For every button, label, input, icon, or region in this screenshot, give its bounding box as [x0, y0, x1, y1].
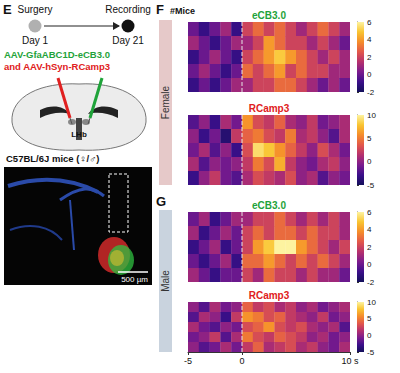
svg-text:4: 4 — [367, 225, 372, 234]
svg-text:-2: -2 — [367, 278, 375, 287]
svg-text:6: 6 — [367, 208, 372, 217]
svg-text:-5: -5 — [184, 356, 192, 366]
svg-text:0: 0 — [367, 260, 372, 269]
svg-text:4: 4 — [367, 35, 372, 44]
svg-text:RCamp3: RCamp3 — [249, 290, 290, 301]
svg-text:#Mice: #Mice — [170, 6, 195, 16]
svg-text:Male: Male — [160, 270, 171, 292]
svg-text:C57BL/6J mice (♀/♂): C57BL/6J mice (♀/♂) — [6, 153, 99, 164]
svg-text:0: 0 — [239, 356, 244, 366]
svg-text:-2: -2 — [367, 88, 375, 97]
svg-text:RCamp3: RCamp3 — [249, 103, 290, 114]
svg-text:and AAV-hSyn-RCamp3: and AAV-hSyn-RCamp3 — [4, 61, 110, 72]
svg-text:F: F — [156, 2, 164, 17]
svg-text:Female: Female — [160, 85, 171, 119]
svg-text:E: E — [3, 2, 12, 17]
svg-text:5: 5 — [367, 314, 372, 323]
svg-text:10: 10 — [367, 298, 376, 307]
svg-text:LHb: LHb — [71, 130, 87, 139]
svg-text:6: 6 — [367, 18, 372, 27]
svg-text:2: 2 — [367, 53, 372, 62]
svg-text:Day 1: Day 1 — [22, 35, 49, 46]
svg-text:Surgery: Surgery — [17, 4, 52, 15]
svg-text:500 µm: 500 µm — [121, 275, 148, 284]
svg-text:10: 10 — [367, 111, 376, 120]
svg-text:10 s: 10 s — [341, 356, 359, 366]
svg-text:eCB3.0: eCB3.0 — [252, 200, 286, 211]
svg-text:5: 5 — [367, 134, 372, 143]
svg-text:eCB3.0: eCB3.0 — [252, 10, 286, 21]
svg-text:0: 0 — [367, 157, 372, 166]
svg-text:Recording: Recording — [105, 4, 151, 15]
svg-text:AAV-GfaABC1D-eCB3.0: AAV-GfaABC1D-eCB3.0 — [4, 49, 110, 60]
svg-text:0: 0 — [367, 331, 372, 340]
svg-text:Day 21: Day 21 — [112, 35, 144, 46]
svg-text:0: 0 — [367, 70, 372, 79]
svg-text:G: G — [156, 194, 166, 209]
svg-text:-5: -5 — [367, 348, 375, 357]
svg-text:-5: -5 — [367, 181, 375, 190]
svg-text:2: 2 — [367, 243, 372, 252]
